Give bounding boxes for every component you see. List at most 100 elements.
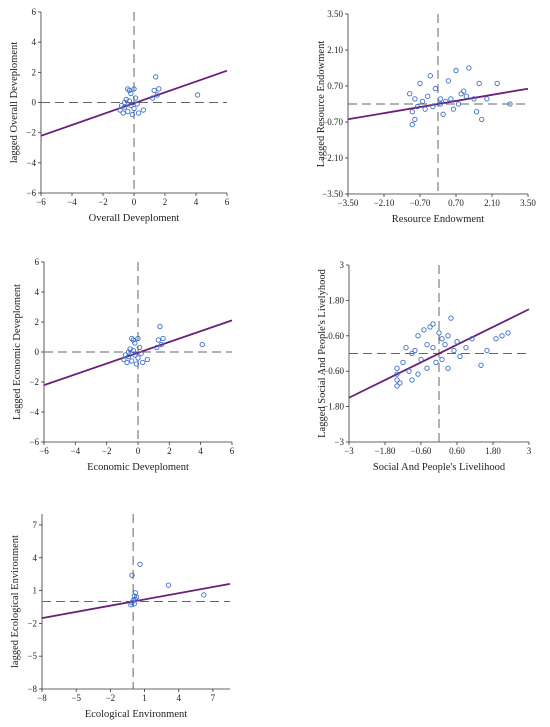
data-point xyxy=(140,359,146,366)
x-tick-label: 0 xyxy=(132,197,137,207)
x-tick-label: 3.50 xyxy=(520,198,536,208)
data-point xyxy=(445,78,451,84)
x-tick-label: −4 xyxy=(67,197,77,207)
y-tick-label: 3.50 xyxy=(327,9,343,19)
data-point xyxy=(484,96,490,102)
x-tick-label: −4 xyxy=(71,446,81,456)
data-point xyxy=(440,111,446,117)
chart-panel-2: −3.50 −2.10 −0.70 0.70 2.10 3.50 −3.50 −2.10 −0.… xyxy=(316,9,536,225)
y-tick-label: 6 xyxy=(35,257,40,267)
data-point xyxy=(476,80,482,87)
x-tick-label: −6 xyxy=(39,446,49,456)
data-point xyxy=(403,344,409,351)
x-tick-label: −5 xyxy=(71,693,81,703)
data-point xyxy=(126,98,133,104)
data-point xyxy=(448,315,454,321)
x-tick-label: −3.50 xyxy=(338,198,359,208)
data-point xyxy=(124,359,130,366)
x-tick-label: 2 xyxy=(167,446,172,456)
y-tick-label: 6 xyxy=(32,7,37,17)
data-point xyxy=(499,333,505,339)
y-tick-label: −6 xyxy=(26,188,36,198)
data-point xyxy=(409,109,415,115)
data-point xyxy=(127,346,133,352)
data-point xyxy=(424,365,430,371)
data-point xyxy=(430,103,436,110)
data-point xyxy=(457,353,463,360)
data-point xyxy=(137,561,143,567)
data-point xyxy=(417,80,423,87)
data-point xyxy=(418,356,424,363)
data-point xyxy=(458,91,464,97)
data-point xyxy=(131,593,137,599)
data-point xyxy=(128,102,134,109)
chart-panel-5: −8 −5 −2 1 4 7 −8 −5 −2 1 4 7 Ecological Environment… xyxy=(10,514,231,720)
data-point xyxy=(415,371,421,377)
x-tick-label: 1 xyxy=(142,693,147,703)
data-point xyxy=(450,106,457,112)
chart-panel-3: −6 −4 −2 0 2 4 6 −6 −4 −2 0 2 4 6 Economic Deveploment… xyxy=(12,257,235,473)
data-point xyxy=(149,95,156,101)
data-point xyxy=(121,356,127,363)
y-tick-label: 0 xyxy=(35,347,40,357)
data-point xyxy=(155,337,162,343)
data-point xyxy=(134,101,140,107)
data-point xyxy=(451,347,457,354)
data-point xyxy=(437,96,444,102)
x-tick-label: −6 xyxy=(36,197,46,207)
x-tick-label: 0.70 xyxy=(448,198,464,208)
regression-line xyxy=(348,308,530,399)
y-tick-label: −1.80 xyxy=(323,402,344,412)
data-point xyxy=(131,105,137,112)
x-tick-label: 4 xyxy=(198,446,203,456)
data-point xyxy=(132,95,139,101)
y-tick-label: −4 xyxy=(29,407,39,417)
data-point xyxy=(125,86,131,92)
x-tick-label: −0.60 xyxy=(411,446,432,456)
y-tick-label: −5 xyxy=(27,651,37,661)
x-tick-label: 6 xyxy=(225,197,230,207)
data-point xyxy=(140,107,146,113)
x-tick-label: 6 xyxy=(230,446,235,456)
y-tick-label: 2 xyxy=(32,67,37,77)
data-point xyxy=(463,93,469,99)
data-point xyxy=(128,90,134,97)
data-point xyxy=(151,87,157,94)
data-point xyxy=(409,121,415,128)
data-point xyxy=(144,356,151,363)
x-tick-label: −2 xyxy=(98,197,108,207)
y-tick-label: −4 xyxy=(26,158,36,168)
regression-line xyxy=(41,582,231,620)
data-point xyxy=(154,344,160,351)
y-tick-label: 4 xyxy=(33,553,38,563)
data-point xyxy=(433,359,439,365)
x-tick-label: −0.70 xyxy=(410,198,431,208)
data-point xyxy=(394,371,400,377)
data-point xyxy=(439,336,445,342)
data-point xyxy=(432,85,439,92)
data-point xyxy=(448,96,454,102)
y-tick-label: 1 xyxy=(33,586,38,596)
data-point xyxy=(436,330,442,336)
data-point xyxy=(394,377,400,383)
data-point xyxy=(123,96,129,103)
data-point xyxy=(473,109,480,115)
data-point xyxy=(129,358,135,364)
data-point xyxy=(430,321,436,327)
y-tick-label: −0.70 xyxy=(322,117,343,127)
data-point xyxy=(122,99,128,106)
data-point xyxy=(406,368,412,374)
y-tick-label: 2.10 xyxy=(327,45,343,55)
data-point xyxy=(136,344,143,351)
data-point xyxy=(412,347,418,354)
x-tick-label: −1.80 xyxy=(375,446,396,456)
data-point xyxy=(125,349,132,355)
data-point xyxy=(131,86,137,92)
data-point xyxy=(415,333,421,339)
y-axis-label: lagged Ecological Environment xyxy=(10,535,21,668)
data-point xyxy=(466,65,472,71)
data-point xyxy=(125,108,131,115)
y-tick-label: 3 xyxy=(340,260,345,270)
data-point xyxy=(484,347,490,354)
x-tick-label: −2.10 xyxy=(374,198,395,208)
